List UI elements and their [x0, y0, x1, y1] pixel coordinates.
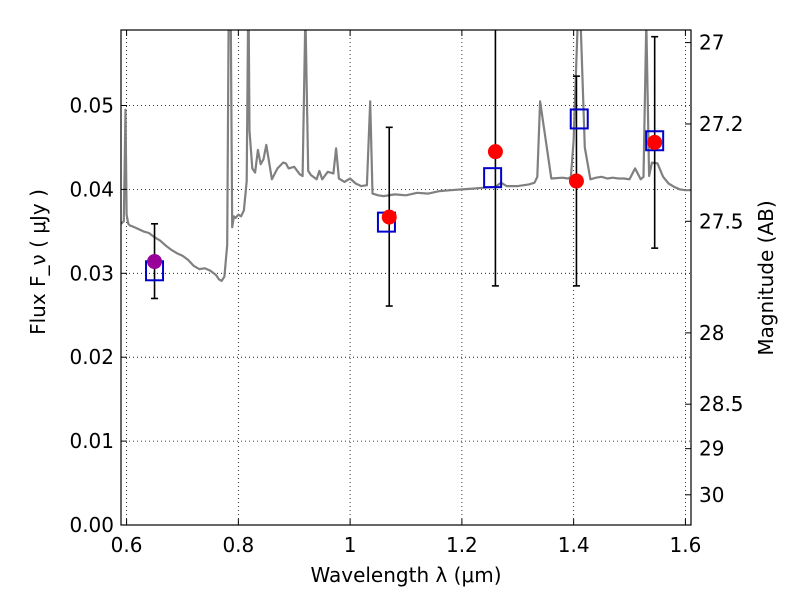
y2-tick-label: 30 — [699, 483, 724, 507]
y-tick-label: 0.05 — [69, 94, 114, 118]
observed-point — [381, 209, 397, 225]
y2-tick-label: 29 — [699, 437, 724, 461]
model-squares — [145, 108, 665, 282]
x-tick-label: 1 — [344, 533, 357, 557]
x-axis-label: Wavelength λ (μm) — [310, 563, 501, 587]
model-square — [483, 167, 503, 189]
y-tick-label: 0.04 — [69, 177, 114, 201]
y2-tick-label: 27.2 — [699, 112, 744, 136]
ticks: 0.6 0.8 1 1.2 1.4 1.6 0.00 0.01 0.02 0.03 0.04 0.05… — [69, 30, 744, 557]
y-tick-label: 0.01 — [69, 429, 114, 453]
observed-points — [147, 134, 663, 270]
y-tick-label: 0.00 — [69, 513, 114, 537]
x-tick-label: 1.4 — [558, 533, 590, 557]
plot-frame — [120, 29, 692, 526]
plot-area — [121, 30, 691, 525]
y2-tick-label: 27 — [699, 31, 724, 55]
y2-tick-label: 28 — [699, 321, 724, 345]
y2-axis-label: Magnitude (AB) — [754, 200, 778, 355]
x-tick-label: 0.8 — [222, 533, 254, 557]
x-tick-label: 1.6 — [670, 533, 702, 557]
x-tick-label: 0.6 — [111, 533, 143, 557]
y-tick-label: 0.03 — [69, 261, 114, 285]
model-square — [645, 130, 665, 152]
spectrum-line — [121, 30, 691, 282]
observed-point — [487, 144, 503, 160]
y-tick-label: 0.02 — [69, 345, 114, 369]
y2-tick-label: 28.5 — [699, 392, 744, 416]
x-tick-label: 1.2 — [446, 533, 478, 557]
model-spectrum — [121, 30, 691, 282]
observed-point — [147, 254, 163, 270]
observed-point — [568, 173, 584, 189]
observed-point — [647, 134, 663, 150]
y2-tick-label: 27.5 — [699, 209, 744, 233]
y-axis-label: Flux F_ν ( μJy ) — [26, 189, 50, 335]
model-square — [569, 108, 589, 130]
